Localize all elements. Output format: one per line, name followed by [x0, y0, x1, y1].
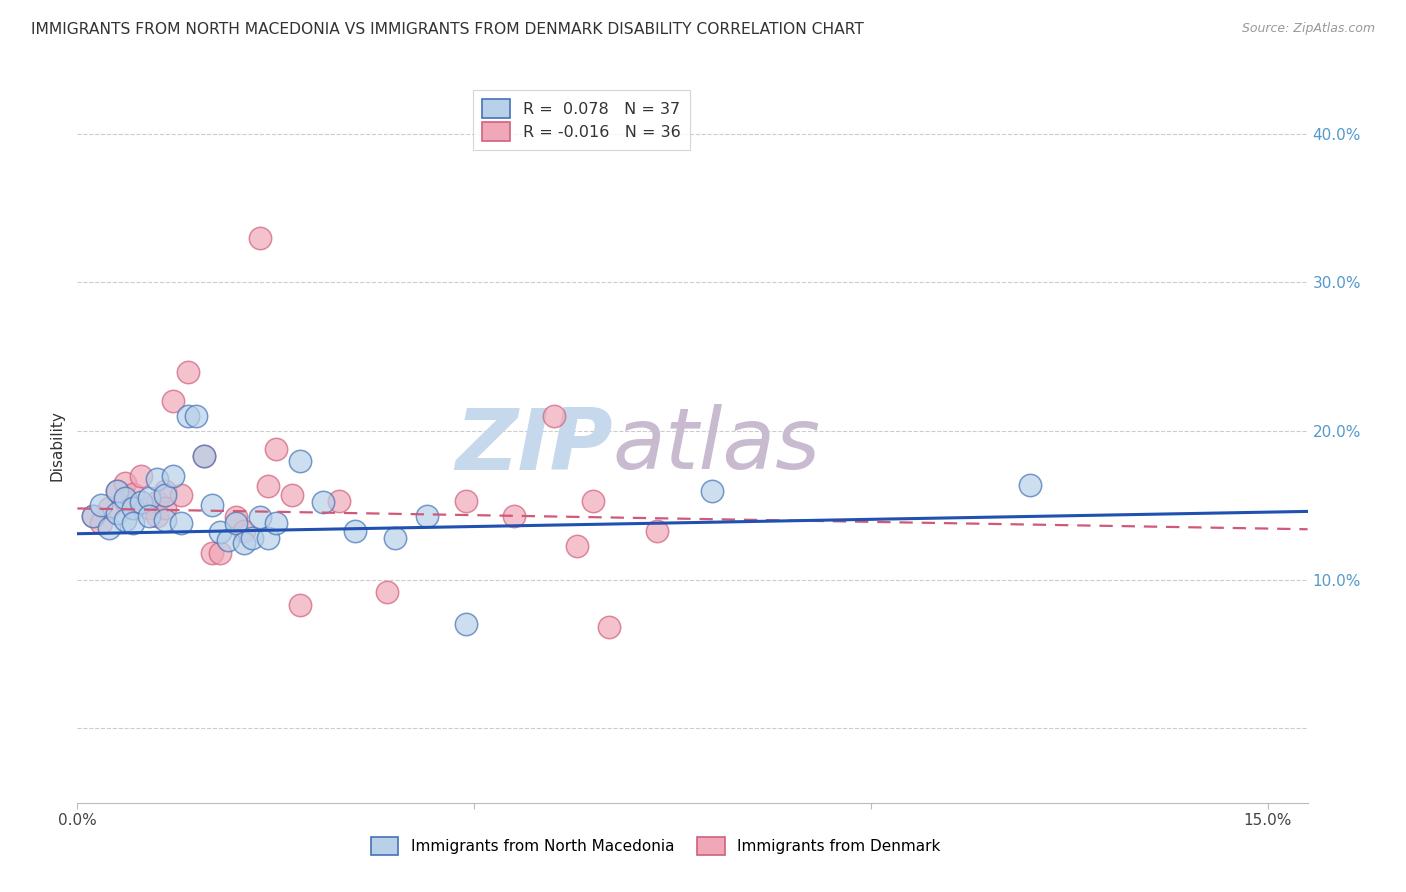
Point — [145, 508, 167, 523]
Point — [169, 488, 191, 502]
Point — [138, 501, 160, 516]
Point — [153, 488, 176, 502]
Point — [240, 531, 263, 545]
Text: IMMIGRANTS FROM NORTH MACEDONIA VS IMMIGRANTS FROM DENMARK DISABILITY CORRELATIO: IMMIGRANTS FROM NORTH MACEDONIA VS IMMIG… — [31, 22, 863, 37]
Point — [209, 546, 232, 560]
Point — [145, 495, 167, 509]
Point — [122, 501, 145, 516]
Point — [162, 468, 184, 483]
Point — [264, 516, 287, 531]
Point — [90, 516, 112, 531]
Point — [344, 524, 367, 538]
Point — [288, 454, 311, 468]
Point — [567, 539, 589, 553]
Legend: Immigrants from North Macedonia, Immigrants from Denmark: Immigrants from North Macedonia, Immigra… — [363, 829, 948, 863]
Point — [98, 501, 121, 516]
Point — [288, 598, 311, 612]
Point — [122, 501, 145, 516]
Text: Source: ZipAtlas.com: Source: ZipAtlas.com — [1241, 22, 1375, 36]
Text: ZIP: ZIP — [456, 404, 613, 488]
Point — [129, 495, 152, 509]
Point — [415, 508, 437, 523]
Point — [122, 516, 145, 531]
Point — [162, 394, 184, 409]
Point — [375, 584, 398, 599]
Point — [193, 450, 215, 464]
Point — [217, 533, 239, 547]
Point — [233, 535, 256, 549]
Point — [280, 488, 302, 502]
Point — [105, 483, 128, 498]
Point — [225, 510, 247, 524]
Point — [82, 508, 104, 523]
Point — [177, 365, 200, 379]
Point — [114, 476, 136, 491]
Point — [209, 525, 232, 540]
Point — [201, 546, 224, 560]
Point — [98, 521, 121, 535]
Point — [456, 494, 478, 508]
Point — [502, 508, 524, 523]
Point — [90, 499, 112, 513]
Point — [186, 409, 208, 424]
Point — [169, 516, 191, 531]
Point — [233, 524, 256, 538]
Point — [153, 483, 176, 498]
Point — [114, 513, 136, 527]
Point — [702, 483, 724, 498]
Point — [645, 524, 668, 538]
Text: atlas: atlas — [613, 404, 821, 488]
Point — [264, 442, 287, 456]
Point — [105, 483, 128, 498]
Point — [138, 491, 160, 505]
Point — [153, 501, 176, 516]
Point — [105, 506, 128, 520]
Point — [1018, 477, 1040, 491]
Point — [384, 531, 406, 545]
Point — [114, 494, 136, 508]
Point — [201, 499, 224, 513]
Point — [256, 479, 278, 493]
Point — [249, 231, 271, 245]
Point — [312, 495, 335, 509]
Point — [543, 409, 565, 424]
Point — [114, 491, 136, 505]
Point — [82, 508, 104, 523]
Point — [129, 468, 152, 483]
Point — [153, 513, 176, 527]
Point — [598, 620, 620, 634]
Point — [138, 508, 160, 523]
Point — [249, 510, 271, 524]
Point — [145, 472, 167, 486]
Point — [456, 617, 478, 632]
Point — [256, 531, 278, 545]
Point — [193, 450, 215, 464]
Y-axis label: Disability: Disability — [49, 410, 65, 482]
Point — [225, 516, 247, 531]
Point — [582, 494, 605, 508]
Point — [122, 486, 145, 500]
Point — [177, 409, 200, 424]
Point — [328, 494, 350, 508]
